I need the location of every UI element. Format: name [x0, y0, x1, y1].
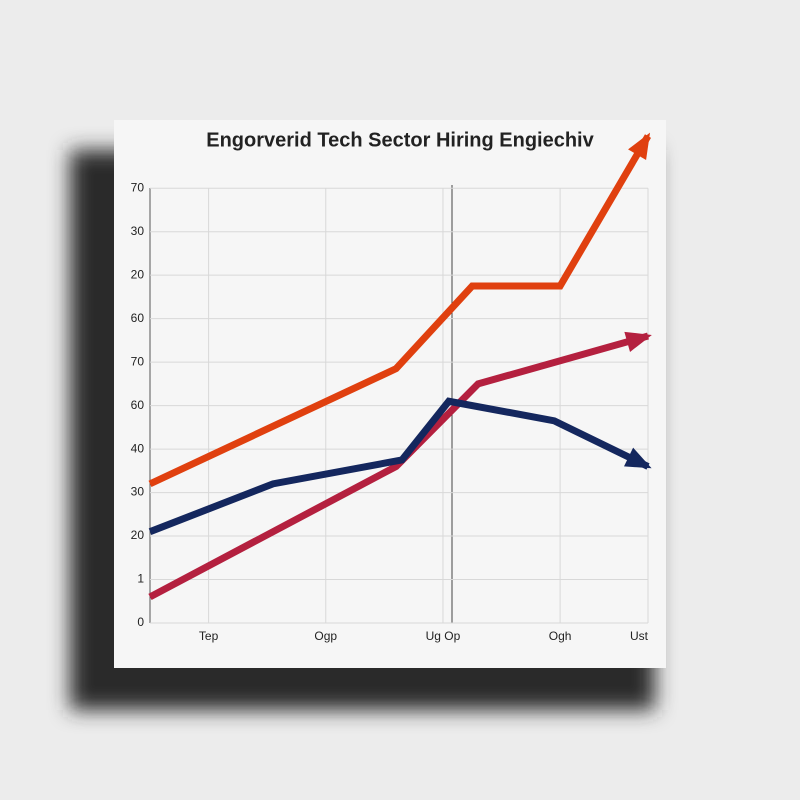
- x-tick-label: Ust: [630, 629, 649, 643]
- y-tick-label: 30: [131, 485, 145, 499]
- chart-title: Engorverid Tech Sector Hiring Engiechiv: [206, 129, 594, 151]
- y-tick-label: 70: [131, 354, 145, 368]
- x-tick-label: Tep: [199, 629, 219, 643]
- paper: [114, 120, 666, 668]
- y-tick-label: 20: [131, 528, 145, 542]
- x-tick-label: Ogh: [549, 629, 572, 643]
- y-tick-label: 20: [131, 267, 145, 281]
- y-tick-label: 60: [131, 398, 145, 412]
- line: [148, 397, 650, 535]
- y-tick-label: 60: [131, 311, 145, 325]
- line: [148, 332, 649, 601]
- arrow-head: [624, 447, 652, 469]
- x-tick-label: Ogp: [314, 629, 337, 643]
- y-tick-label: 30: [131, 224, 145, 238]
- arrow-head: [628, 132, 651, 160]
- y-tick-label: 40: [131, 441, 145, 455]
- line: [148, 134, 652, 488]
- y-tick-label: 1: [137, 572, 144, 586]
- y-tick-label: 70: [131, 180, 145, 194]
- y-tick-label: 0: [137, 615, 144, 629]
- arrow-head: [624, 331, 652, 352]
- x-tick-label: Ug Op: [426, 629, 461, 643]
